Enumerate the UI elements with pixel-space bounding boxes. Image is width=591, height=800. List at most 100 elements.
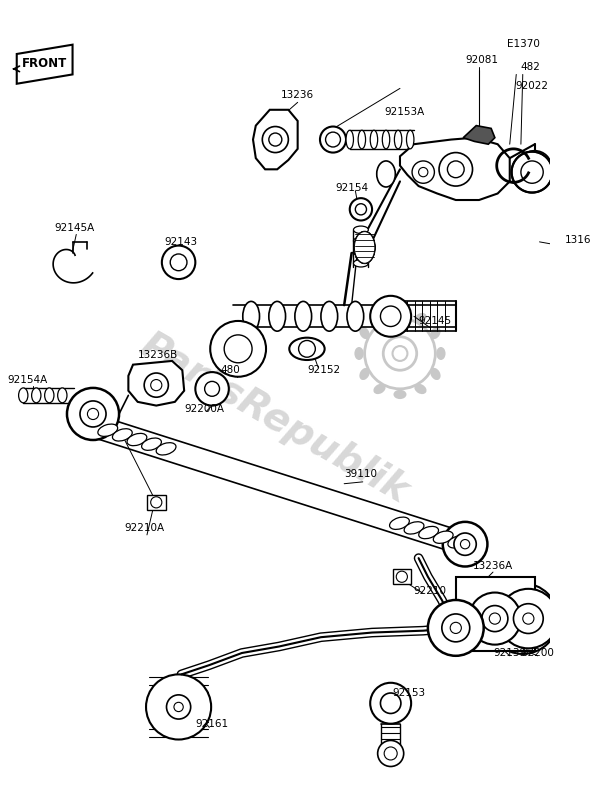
Ellipse shape xyxy=(98,424,118,436)
Ellipse shape xyxy=(112,429,132,441)
Text: 92154: 92154 xyxy=(335,183,368,193)
Ellipse shape xyxy=(346,130,353,149)
Polygon shape xyxy=(463,126,495,144)
Ellipse shape xyxy=(355,232,375,263)
Text: 92200: 92200 xyxy=(521,648,554,658)
Ellipse shape xyxy=(45,388,54,402)
Ellipse shape xyxy=(58,388,67,402)
Text: 92152: 92152 xyxy=(307,366,340,375)
Circle shape xyxy=(450,622,462,634)
Circle shape xyxy=(162,246,196,279)
Text: 13236A: 13236A xyxy=(473,561,513,570)
Polygon shape xyxy=(17,45,73,84)
Circle shape xyxy=(442,614,470,642)
Ellipse shape xyxy=(243,302,259,331)
Circle shape xyxy=(527,160,543,175)
Circle shape xyxy=(512,152,553,193)
Ellipse shape xyxy=(269,302,285,331)
Ellipse shape xyxy=(394,390,407,399)
Circle shape xyxy=(489,613,501,624)
Circle shape xyxy=(269,133,282,146)
Ellipse shape xyxy=(18,388,28,402)
Circle shape xyxy=(298,341,316,358)
Circle shape xyxy=(87,408,99,419)
Text: 92153: 92153 xyxy=(392,688,426,698)
Ellipse shape xyxy=(358,130,366,149)
Ellipse shape xyxy=(389,517,410,530)
Ellipse shape xyxy=(404,522,424,534)
Ellipse shape xyxy=(414,384,427,394)
Text: 92161: 92161 xyxy=(196,718,229,729)
Circle shape xyxy=(196,372,229,406)
Ellipse shape xyxy=(355,232,375,263)
Circle shape xyxy=(320,126,346,153)
Ellipse shape xyxy=(355,232,375,263)
Bar xyxy=(456,577,535,651)
Circle shape xyxy=(514,604,543,634)
Circle shape xyxy=(80,401,106,427)
Circle shape xyxy=(454,533,476,555)
Ellipse shape xyxy=(355,347,363,360)
Circle shape xyxy=(482,606,508,632)
Circle shape xyxy=(350,198,372,221)
Circle shape xyxy=(355,204,366,215)
Circle shape xyxy=(224,335,252,362)
Polygon shape xyxy=(128,361,184,406)
Ellipse shape xyxy=(353,238,368,245)
Circle shape xyxy=(447,161,464,178)
Text: 13161: 13161 xyxy=(565,235,591,245)
Circle shape xyxy=(384,747,397,760)
Ellipse shape xyxy=(353,259,368,267)
Circle shape xyxy=(396,571,407,582)
Bar xyxy=(147,495,165,510)
Circle shape xyxy=(383,337,417,370)
Ellipse shape xyxy=(127,434,147,446)
Circle shape xyxy=(365,318,436,389)
Ellipse shape xyxy=(436,347,446,360)
Text: FRONT: FRONT xyxy=(22,57,67,70)
Circle shape xyxy=(488,583,558,654)
Text: 92200A: 92200A xyxy=(184,404,225,414)
Circle shape xyxy=(151,379,162,390)
Text: 92139: 92139 xyxy=(493,648,527,658)
Ellipse shape xyxy=(430,368,441,380)
Text: 92143: 92143 xyxy=(165,237,198,247)
Ellipse shape xyxy=(370,130,378,149)
Circle shape xyxy=(326,132,340,147)
Ellipse shape xyxy=(430,327,441,339)
Text: 482: 482 xyxy=(520,62,540,72)
Circle shape xyxy=(370,296,411,337)
Circle shape xyxy=(428,600,483,656)
Circle shape xyxy=(210,321,266,377)
Text: PartsRepublik: PartsRepublik xyxy=(134,326,415,511)
Ellipse shape xyxy=(414,313,427,323)
Circle shape xyxy=(499,589,558,648)
Ellipse shape xyxy=(448,536,467,548)
Text: 92145: 92145 xyxy=(419,316,452,326)
Ellipse shape xyxy=(353,248,368,256)
Ellipse shape xyxy=(374,384,385,394)
Circle shape xyxy=(523,613,534,624)
Text: 13236: 13236 xyxy=(281,90,314,100)
Circle shape xyxy=(170,254,187,270)
Ellipse shape xyxy=(156,442,176,455)
Text: 92145A: 92145A xyxy=(54,223,95,233)
Polygon shape xyxy=(253,110,298,170)
Text: E1370: E1370 xyxy=(506,39,540,49)
Circle shape xyxy=(460,539,470,549)
Ellipse shape xyxy=(32,388,41,402)
Circle shape xyxy=(370,682,411,724)
Circle shape xyxy=(443,522,488,566)
Ellipse shape xyxy=(321,302,337,331)
Circle shape xyxy=(418,167,428,177)
Circle shape xyxy=(146,674,211,739)
Text: 92022: 92022 xyxy=(515,81,548,90)
Circle shape xyxy=(518,150,551,184)
Circle shape xyxy=(144,373,168,398)
Ellipse shape xyxy=(142,438,161,450)
Ellipse shape xyxy=(394,308,407,318)
Ellipse shape xyxy=(359,368,370,380)
Ellipse shape xyxy=(355,232,375,263)
Circle shape xyxy=(381,693,401,714)
Ellipse shape xyxy=(355,232,375,263)
